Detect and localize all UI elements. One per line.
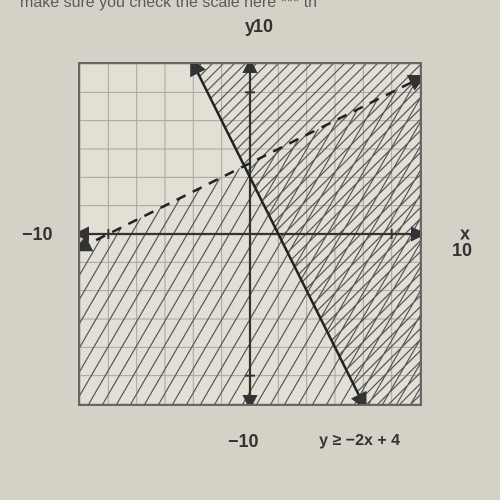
tick-x-right: 10: [452, 240, 472, 261]
plot-area: [78, 62, 422, 406]
tick-y-top: 10: [253, 16, 273, 37]
instruction-text: make sure you check the scale here *** t…: [0, 0, 500, 14]
plot-svg: [80, 64, 420, 404]
tick-x-left: −10: [22, 224, 53, 245]
tick-y-bottom: −10: [228, 431, 259, 452]
graph-container: y x 10 −10 −10 10 y ≥ −2x + 4: [60, 44, 440, 424]
inequality-label: y ≥ −2x + 4: [319, 432, 400, 450]
